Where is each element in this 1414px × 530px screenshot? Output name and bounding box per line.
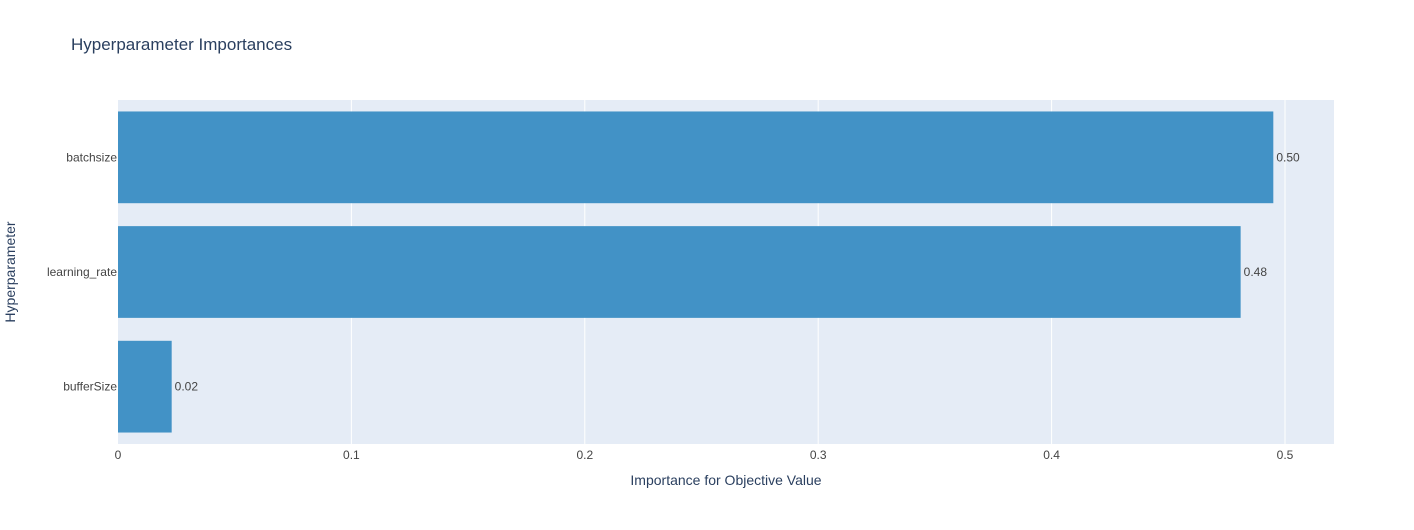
y-tick-label: learning_rate	[47, 265, 117, 279]
chart-title: Hyperparameter Importances	[71, 35, 292, 54]
bar-batchsize[interactable]	[118, 111, 1274, 204]
x-axis-title: Importance for Objective Value	[630, 472, 821, 488]
x-tick-label: 0	[115, 448, 122, 462]
bar-learning_rate[interactable]	[118, 226, 1241, 318]
y-axis-title: Hyperparameter	[2, 221, 18, 322]
y-tick-label: batchsize	[66, 150, 117, 164]
x-tick-label: 0.3	[810, 448, 827, 462]
x-tick-label: 0.4	[1043, 448, 1060, 462]
y-tick-labels: batchsize learning_rate bufferSize	[47, 150, 117, 393]
value-label: 0.48	[1244, 265, 1268, 279]
value-label: 0.02	[175, 380, 199, 394]
y-tick-label: bufferSize	[63, 380, 117, 394]
x-tick-label: 0.1	[343, 448, 360, 462]
x-tick-labels: 0 0.1 0.2 0.3 0.4 0.5	[115, 448, 1294, 462]
x-tick-label: 0.5	[1277, 448, 1294, 462]
bar-bufferSize[interactable]	[118, 340, 172, 433]
value-labels: 0.50 0.48 0.02	[175, 150, 1300, 393]
value-label: 0.50	[1276, 150, 1300, 164]
bars	[118, 111, 1274, 433]
x-tick-label: 0.2	[576, 448, 593, 462]
